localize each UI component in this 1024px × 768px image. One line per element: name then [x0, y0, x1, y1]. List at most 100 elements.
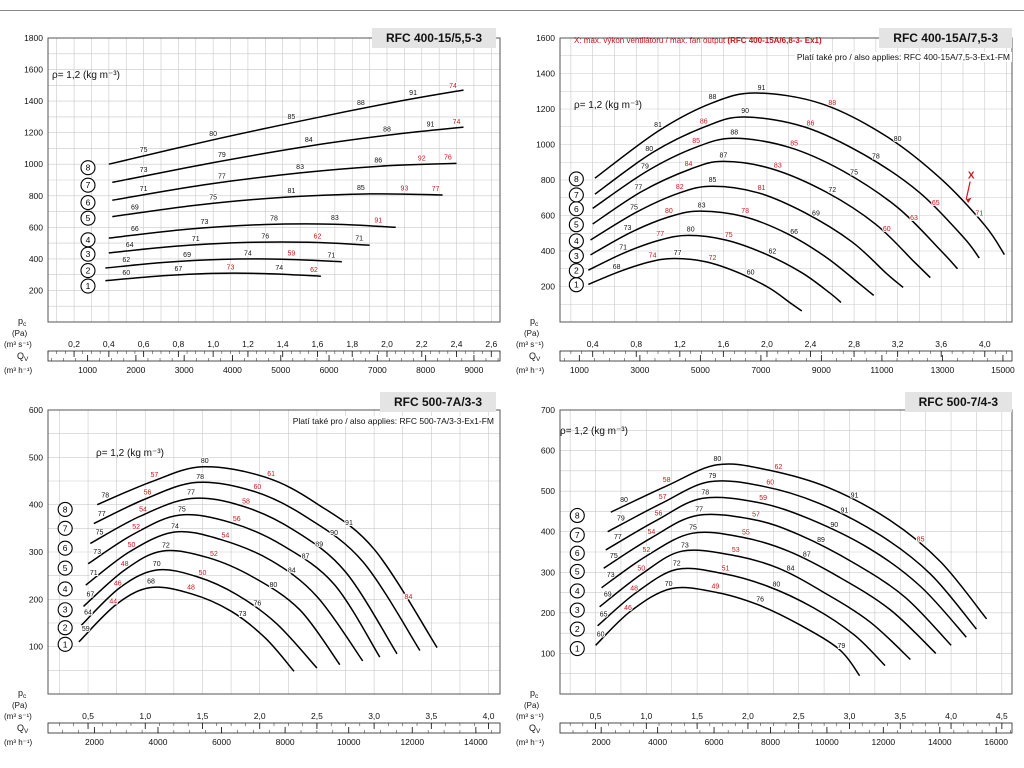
pressure-unit-label: (Pa) [524, 329, 539, 338]
curve-7 [112, 126, 464, 184]
curve-label: 75 [725, 232, 733, 239]
curve-8 [96, 465, 438, 649]
svg-text:8000: 8000 [416, 365, 435, 375]
curve-label: 87 [803, 552, 811, 559]
curve-label: 74 [453, 119, 461, 126]
curve-label: 79 [218, 152, 226, 159]
svg-text:1,6: 1,6 [312, 339, 324, 349]
svg-text:5: 5 [86, 213, 91, 223]
curve-label: 77 [614, 534, 622, 541]
curve-label: 71 [619, 244, 627, 251]
density-label: ρ= 1,2 (kg m⁻³) [52, 70, 120, 81]
svg-text:400: 400 [541, 527, 555, 537]
curve-label: 75 [209, 195, 217, 202]
curve-7 [93, 481, 421, 651]
curve-label: 59 [82, 626, 90, 633]
curve-1 [78, 586, 295, 672]
curve-label: 88 [357, 100, 365, 107]
curve-3 [108, 241, 370, 254]
svg-text:1,2: 1,2 [242, 339, 254, 349]
curve-label: 59 [287, 251, 295, 258]
curve-number-badge-7: 7 [80, 177, 96, 193]
curve-label: 50 [637, 565, 645, 572]
curve-label: 74 [649, 253, 657, 260]
svg-text:5: 5 [575, 566, 580, 576]
curve-label: 78 [196, 474, 204, 481]
curve-label: 73 [201, 219, 209, 226]
svg-text:2,4: 2,4 [805, 339, 817, 349]
curve-label: 80 [894, 136, 902, 143]
curve-2 [597, 567, 886, 667]
svg-text:1400: 1400 [24, 96, 43, 106]
chart-title: RFC 400-15/5,5-3 [371, 28, 496, 48]
curve-label: 54 [221, 533, 229, 540]
svg-text:3: 3 [575, 605, 580, 615]
curve-label: 67 [86, 591, 94, 598]
curve-label: 77 [98, 511, 106, 518]
curve-label: 80 [665, 208, 673, 215]
svg-text:4000: 4000 [648, 737, 667, 747]
curve-label: 60 [597, 631, 605, 638]
curve-label: 84 [787, 566, 795, 573]
curve-label: 77 [218, 174, 226, 181]
svg-text:5: 5 [574, 220, 579, 230]
svg-text:2: 2 [86, 266, 91, 276]
curve-label: 79 [617, 516, 625, 523]
also-applies-note: Platí také pro / also applies: RFC 500-7… [290, 416, 496, 426]
svg-text:8000: 8000 [761, 737, 780, 747]
curve-label: 69 [604, 591, 612, 598]
svg-text:0,4: 0,4 [587, 339, 599, 349]
curve-label: 88 [709, 94, 717, 101]
svg-text:1,2: 1,2 [674, 339, 686, 349]
max-output-note: X: max. výkon ventilátoru / max. fan out… [574, 36, 822, 45]
curve-number-badge-3: 3 [57, 602, 73, 618]
curve-number-badge-2: 2 [80, 263, 96, 279]
curve-label: 52 [642, 547, 650, 554]
curve-label: 73 [624, 225, 632, 232]
curve-label: 79 [837, 643, 845, 650]
curve-number-badge-5: 5 [568, 217, 584, 233]
chart-panel-rfc-400-15: 200 400 600 800 1000 1200 1400 1600 1800 pc (Pa) (m… [0, 0, 512, 384]
curves [587, 92, 1006, 312]
svg-text:3: 3 [574, 251, 579, 261]
curve-label: 85 [692, 138, 700, 145]
svg-text:800: 800 [541, 175, 555, 185]
curve-label: 74 [449, 83, 457, 90]
curve-label: 71 [355, 236, 363, 243]
curve-number-badge-2: 2 [569, 621, 585, 637]
curve-7 [607, 480, 977, 630]
max-output-note-model: (RFC 400-15A/6,8-3- Ex1) [727, 36, 822, 45]
curve-label: 71 [327, 252, 335, 259]
svg-text:6000: 6000 [212, 737, 231, 747]
curve-number-badge-4: 4 [568, 233, 584, 249]
svg-text:6: 6 [63, 543, 68, 553]
curve-label: 88 [730, 129, 738, 136]
svg-text:8000: 8000 [276, 737, 295, 747]
svg-text:4: 4 [574, 236, 579, 246]
curve-label: 60 [747, 270, 755, 277]
svg-text:1,0: 1,0 [207, 339, 219, 349]
svg-text:0,6: 0,6 [138, 339, 150, 349]
curve-label: 76 [444, 155, 452, 162]
svg-text:6: 6 [86, 198, 91, 208]
curve-label: 64 [84, 610, 92, 617]
curve-7 [594, 116, 980, 259]
curve-label: 44 [109, 599, 117, 606]
curve-label: 62 [768, 249, 776, 256]
curve-label: 83 [331, 215, 339, 222]
curve-label: 52 [210, 551, 218, 558]
plot-border [559, 409, 1013, 695]
curve-label: 73 [93, 549, 101, 556]
curve-label: 80 [645, 146, 653, 153]
svg-text:13000: 13000 [931, 365, 955, 375]
curve-5 [87, 513, 381, 658]
curve-label: 62 [314, 234, 322, 241]
curve-number-badge-5: 5 [80, 210, 96, 226]
svg-text:7000: 7000 [751, 365, 770, 375]
curve-number-badge-1: 1 [57, 636, 73, 652]
svg-text:7: 7 [574, 190, 579, 200]
curve-label: 82 [676, 184, 684, 191]
curve-4 [590, 185, 904, 288]
curve-label: 84 [685, 161, 693, 168]
